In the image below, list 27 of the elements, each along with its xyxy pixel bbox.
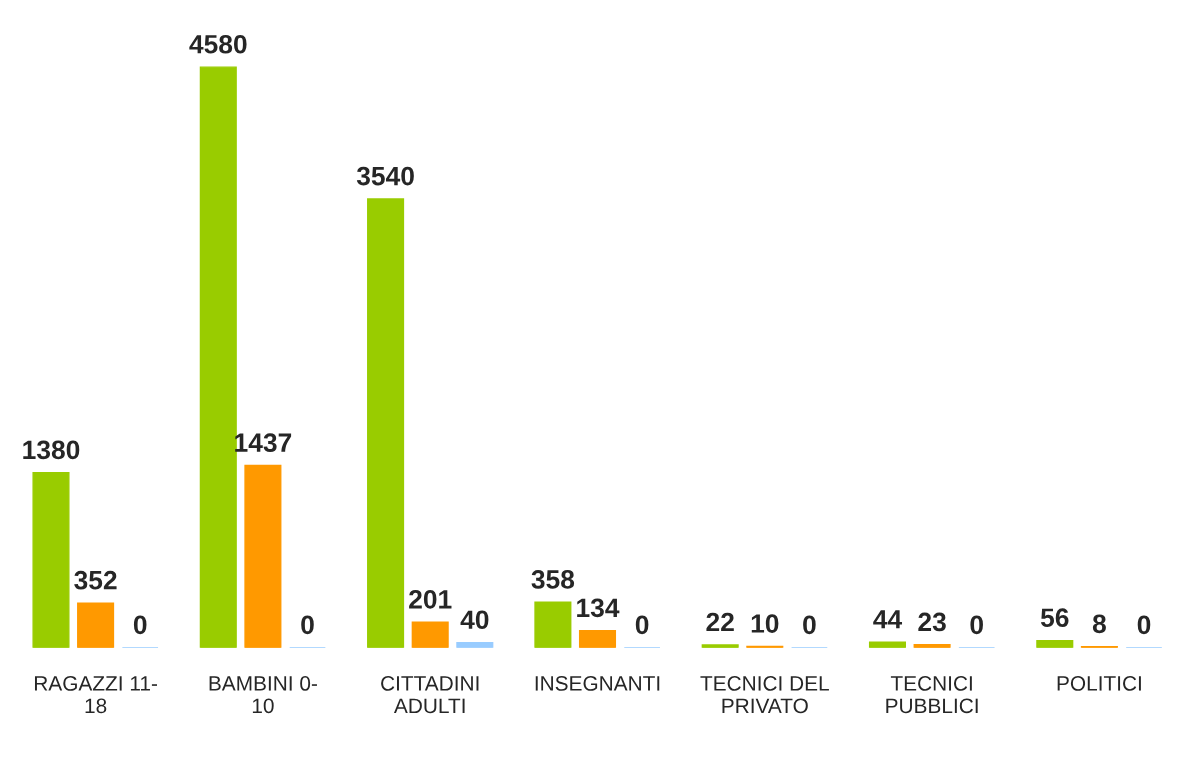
data-label: 3540 — [356, 166, 414, 186]
data-label: 0 — [301, 615, 314, 635]
data-label: 0 — [970, 615, 983, 635]
data-label: 0 — [1137, 615, 1151, 635]
data-label: 0 — [133, 615, 147, 635]
x-tick-label: BAMBINI 0- 10 — [209, 676, 317, 714]
data-label: 0 — [635, 615, 649, 635]
data-label: 0 — [803, 615, 816, 635]
data-label: 358 — [531, 570, 575, 589]
data-label: 40 — [460, 610, 489, 630]
data-label: 134 — [577, 598, 620, 618]
data-label: 10 — [751, 614, 779, 633]
data-label: 4580 — [189, 34, 247, 54]
x-tick-label: RAGAZZI 11- 18 — [34, 676, 157, 714]
data-label: 23 — [918, 612, 946, 632]
data-label: 1380 — [23, 440, 80, 460]
x-tick-label: TECNICI DEL PRIVATO — [700, 676, 829, 714]
data-label: 8 — [1092, 614, 1106, 634]
x-tick-label: TECNICI PUBBLICI — [886, 676, 978, 714]
data-label: 201 — [409, 589, 452, 609]
data-label: 56 — [1040, 608, 1069, 628]
x-tick-label: POLITICI — [1057, 676, 1141, 691]
data-label: 352 — [74, 570, 117, 590]
data-label: 22 — [706, 612, 734, 632]
x-tick-label: INSEGNANTI — [535, 676, 660, 691]
data-label: 44 — [873, 610, 903, 629]
x-tick-label: CITTADINI ADULTI — [381, 676, 479, 714]
